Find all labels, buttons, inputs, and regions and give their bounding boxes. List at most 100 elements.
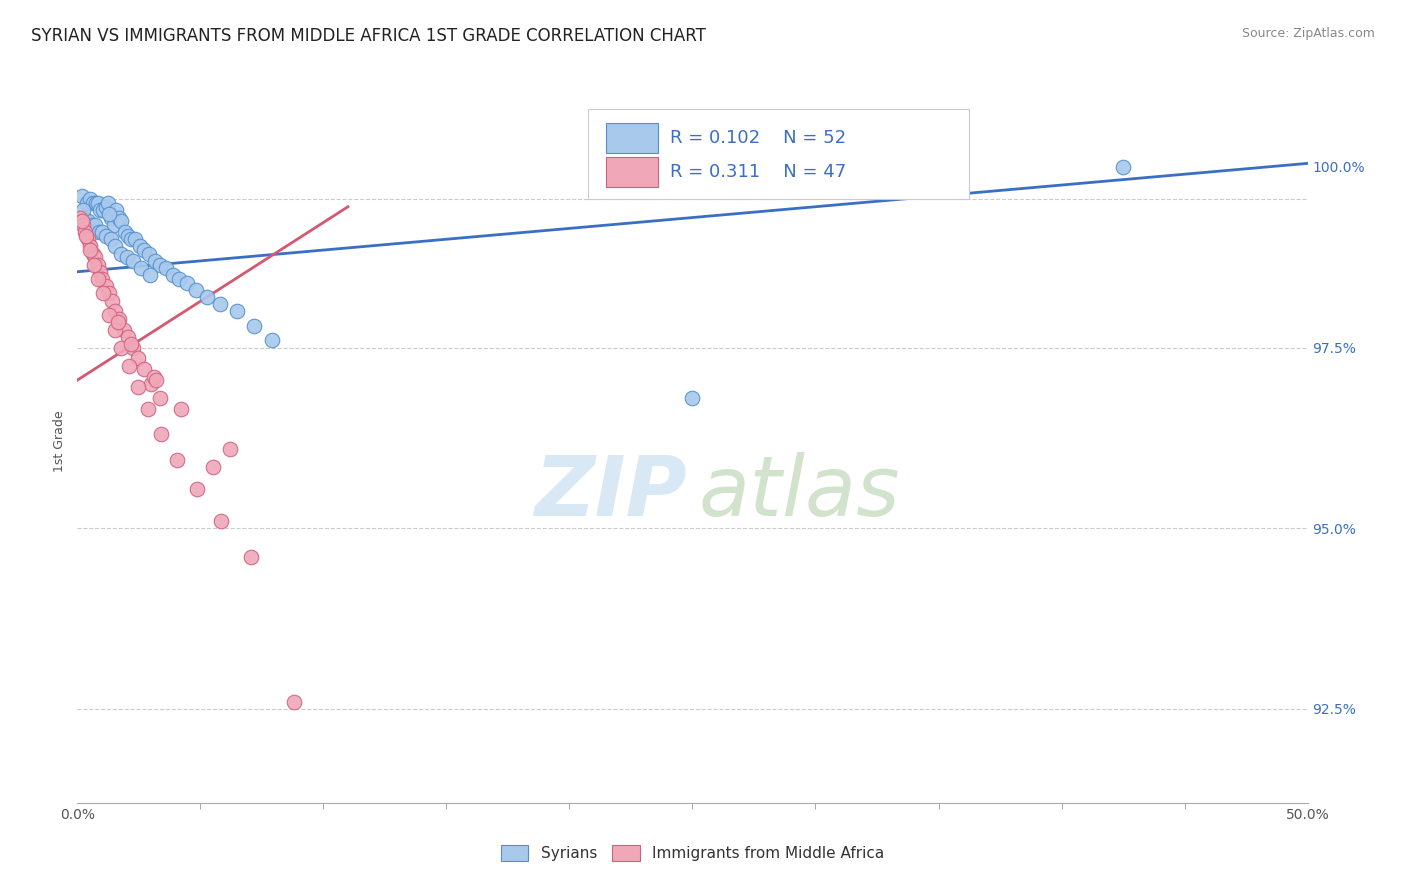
Point [121,341,143,355]
Point [155,261,177,276]
Point [94,200,117,214]
Point [110,246,132,260]
Point [112,322,135,336]
Point [143,254,166,268]
Point [86,258,108,272]
Point [96,228,118,243]
Point [91,286,114,301]
FancyBboxPatch shape [588,109,969,200]
Point [169,272,191,286]
Point [166,452,188,467]
FancyBboxPatch shape [606,123,658,153]
Text: ZIP: ZIP [534,451,686,533]
Point [100,211,122,225]
Point [84,250,107,264]
Point [75,228,97,243]
Point [70,214,93,228]
Point [117,228,139,243]
Point [117,330,139,344]
Point [107,315,129,329]
Point [162,268,184,283]
Point [142,369,165,384]
Text: Source: ZipAtlas.com: Source: ZipAtlas.com [1241,27,1375,40]
Point [91,225,114,239]
Point [80,218,103,232]
Point [69,211,91,225]
Point [117,359,139,373]
Point [79,239,101,253]
Point [110,341,132,355]
Point [110,214,132,228]
Point [79,193,101,207]
Point [91,272,114,286]
Point [70,189,93,203]
Point [150,427,173,442]
Point [209,514,232,528]
Point [129,239,152,253]
Text: SYRIAN VS IMMIGRANTS FROM MIDDLE AFRICA 1ST GRADE CORRELATION CHART: SYRIAN VS IMMIGRANTS FROM MIDDLE AFRICA … [31,27,706,45]
Point [141,376,163,391]
Text: R = 0.311    N = 47: R = 0.311 N = 47 [671,163,846,181]
Point [226,304,249,318]
Point [201,459,224,474]
Point [101,293,124,308]
Point [682,391,704,405]
Point [114,225,136,239]
Point [72,218,94,232]
Point [75,225,97,239]
Point [98,207,121,221]
Point [195,290,218,304]
Point [138,246,160,260]
Point [97,308,120,322]
Text: atlas: atlas [699,451,900,533]
Point [100,232,122,246]
Point [76,196,98,211]
Point [83,258,105,272]
Point [73,211,96,225]
Point [134,243,156,257]
Point [107,211,129,225]
Point [170,402,193,417]
Point [87,225,110,239]
Point [97,286,120,301]
Point [82,196,104,211]
Point [186,482,208,496]
Point [87,196,110,211]
Point [89,265,111,279]
Point [136,402,159,417]
Point [283,695,305,709]
Point [97,196,120,211]
Point [184,283,207,297]
Point [122,254,145,268]
Point [149,258,172,272]
Point [105,203,128,218]
Point [108,311,131,326]
Point [134,362,156,376]
Point [84,218,107,232]
Point [1112,160,1135,174]
Point [104,239,127,253]
Point [87,272,110,286]
Point [149,391,172,405]
Point [94,279,117,293]
FancyBboxPatch shape [606,157,658,187]
Legend: Syrians, Immigrants from Middle Africa: Syrians, Immigrants from Middle Africa [495,839,890,867]
Point [84,196,107,211]
Text: R = 0.102    N = 52: R = 0.102 N = 52 [671,129,846,147]
Point [209,297,232,311]
Point [127,351,149,366]
Point [124,232,146,246]
Point [82,246,104,260]
Point [91,203,114,218]
Point [127,380,149,394]
Point [120,232,142,246]
Point [260,334,283,348]
Point [219,442,242,456]
Point [176,276,198,290]
Point [239,550,262,565]
Point [115,250,138,264]
Point [139,268,162,283]
Point [89,203,111,218]
Point [129,261,152,276]
Point [121,337,143,351]
